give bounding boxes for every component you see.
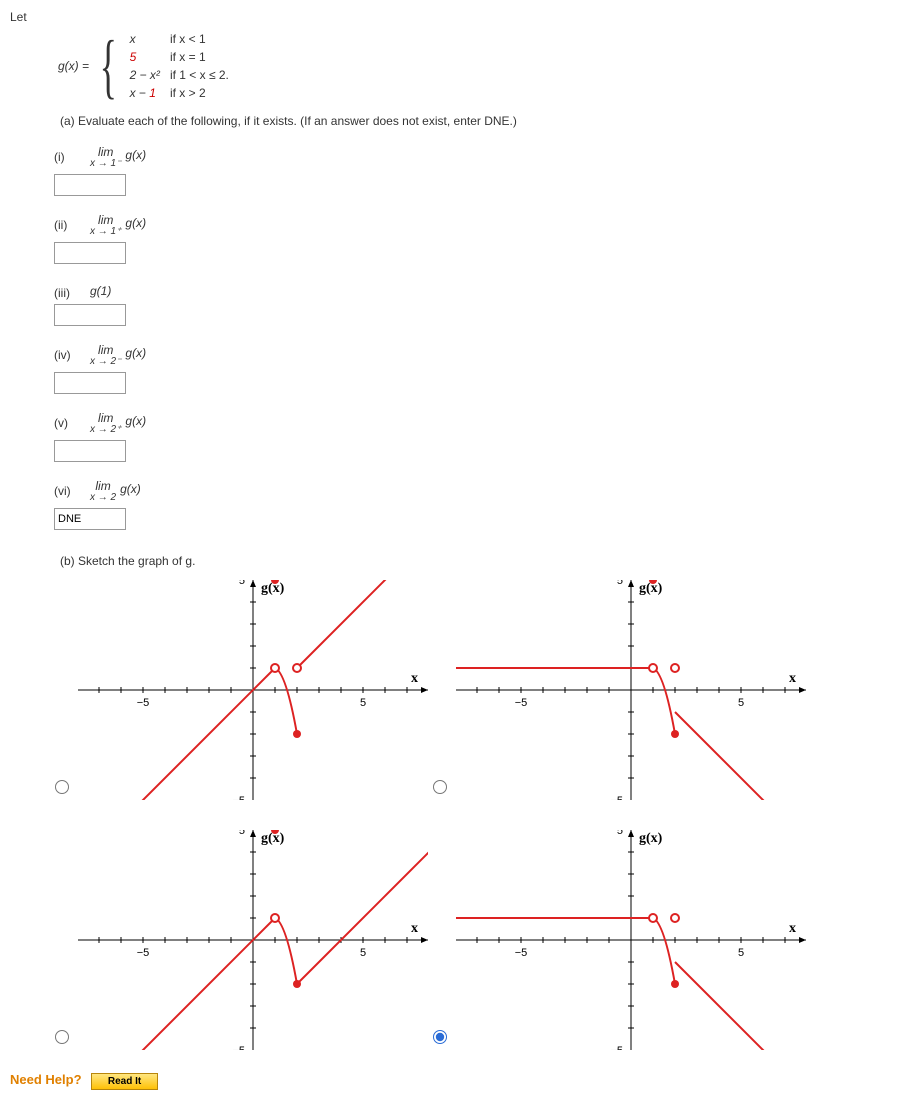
answer-input[interactable] xyxy=(54,174,126,196)
subpart-expression: g(1) xyxy=(90,282,111,298)
svg-text:−5: −5 xyxy=(137,947,150,959)
part-a-text: (a) Evaluate each of the following, if i… xyxy=(60,114,898,128)
graph-option-2: −55−55xg(x) xyxy=(456,580,806,800)
svg-text:−5: −5 xyxy=(515,947,528,959)
answer-input[interactable] xyxy=(54,508,126,530)
intro-text: Let xyxy=(10,10,898,24)
svg-text:5: 5 xyxy=(360,697,366,709)
subpart-4: (iv)limx → 2⁻g(x) xyxy=(54,344,898,394)
subpart-label: (iv) xyxy=(54,344,90,362)
subpart-label: (vi) xyxy=(54,480,90,498)
svg-text:x: x xyxy=(789,921,796,936)
graph-option-1: −55−55xg(x) xyxy=(78,580,428,800)
subpart-expression: g(x) xyxy=(120,480,141,496)
subpart-expression: g(x) xyxy=(125,344,146,360)
subpart-3: (iii)g(1) xyxy=(54,282,898,326)
svg-text:−5: −5 xyxy=(232,1045,245,1050)
subpart-5: (v)limx → 2⁺g(x) xyxy=(54,412,898,462)
graph-option-radio-2[interactable] xyxy=(433,780,447,794)
answer-input[interactable] xyxy=(54,440,126,462)
svg-text:5: 5 xyxy=(738,947,744,959)
svg-text:x: x xyxy=(411,921,418,936)
limit-notation: limx → 1⁻ xyxy=(90,146,121,170)
svg-text:−5: −5 xyxy=(515,697,528,709)
subpart-expression: g(x) xyxy=(125,412,146,428)
subpart-6: (vi)limx → 2g(x) xyxy=(54,480,898,530)
graph-option-4: −5 5 −5 5 x g(x) xyxy=(456,830,806,1050)
function-definition: g(x) = { xif x < 15if x = 12 − x²if 1 < … xyxy=(58,30,898,102)
graph-option-radio-4[interactable] xyxy=(433,1030,447,1044)
subpart-label: (v) xyxy=(54,412,90,430)
subpart-expression: g(x) xyxy=(125,214,146,230)
svg-text:−5: −5 xyxy=(610,795,623,800)
svg-text:5: 5 xyxy=(360,947,366,959)
svg-text:−5: −5 xyxy=(610,1045,623,1050)
subpart-expression: g(x) xyxy=(125,146,146,162)
answer-input[interactable] xyxy=(54,304,126,326)
need-help-label: Need Help? xyxy=(10,1072,82,1087)
svg-text:5: 5 xyxy=(239,580,245,587)
limit-notation: limx → 2⁺ xyxy=(90,412,121,436)
limit-notation: limx → 2 xyxy=(90,480,116,504)
graph-option-radio-3[interactable] xyxy=(55,1030,69,1044)
subpart-label: (i) xyxy=(54,146,90,164)
svg-text:g(x): g(x) xyxy=(639,831,663,846)
graph-options-grid: −55−55xg(x)−55−55xg(x)−55−55xg(x)−55−55x… xyxy=(50,580,898,1050)
read-it-button[interactable]: Read It xyxy=(91,1073,158,1090)
answer-input[interactable] xyxy=(54,372,126,394)
svg-text:5: 5 xyxy=(617,830,623,837)
svg-text:5: 5 xyxy=(617,580,623,587)
part-b-text: (b) Sketch the graph of g. xyxy=(60,554,898,568)
brace-icon: { xyxy=(100,36,117,96)
subpart-label: (iii) xyxy=(54,282,90,300)
graph-option-3: −55−55xg(x) xyxy=(78,830,428,1050)
answer-input[interactable] xyxy=(54,242,126,264)
svg-text:5: 5 xyxy=(239,830,245,837)
svg-text:x: x xyxy=(411,671,418,686)
fn-cases: xif x < 15if x = 12 − x²if 1 < x ≤ 2.x −… xyxy=(130,30,239,102)
subpart-2: (ii)limx → 1⁺g(x) xyxy=(54,214,898,264)
fn-lhs: g(x) = xyxy=(58,59,89,73)
svg-text:x: x xyxy=(789,671,796,686)
subpart-1: (i)limx → 1⁻g(x) xyxy=(54,146,898,196)
graph-option-radio-1[interactable] xyxy=(55,780,69,794)
limit-notation: limx → 1⁺ xyxy=(90,214,121,238)
svg-text:−5: −5 xyxy=(137,697,150,709)
subpart-label: (ii) xyxy=(54,214,90,232)
need-help-section: Need Help? Read It xyxy=(10,1072,898,1090)
svg-text:−5: −5 xyxy=(232,795,245,800)
limit-notation: limx → 2⁻ xyxy=(90,344,121,368)
svg-text:5: 5 xyxy=(738,697,744,709)
